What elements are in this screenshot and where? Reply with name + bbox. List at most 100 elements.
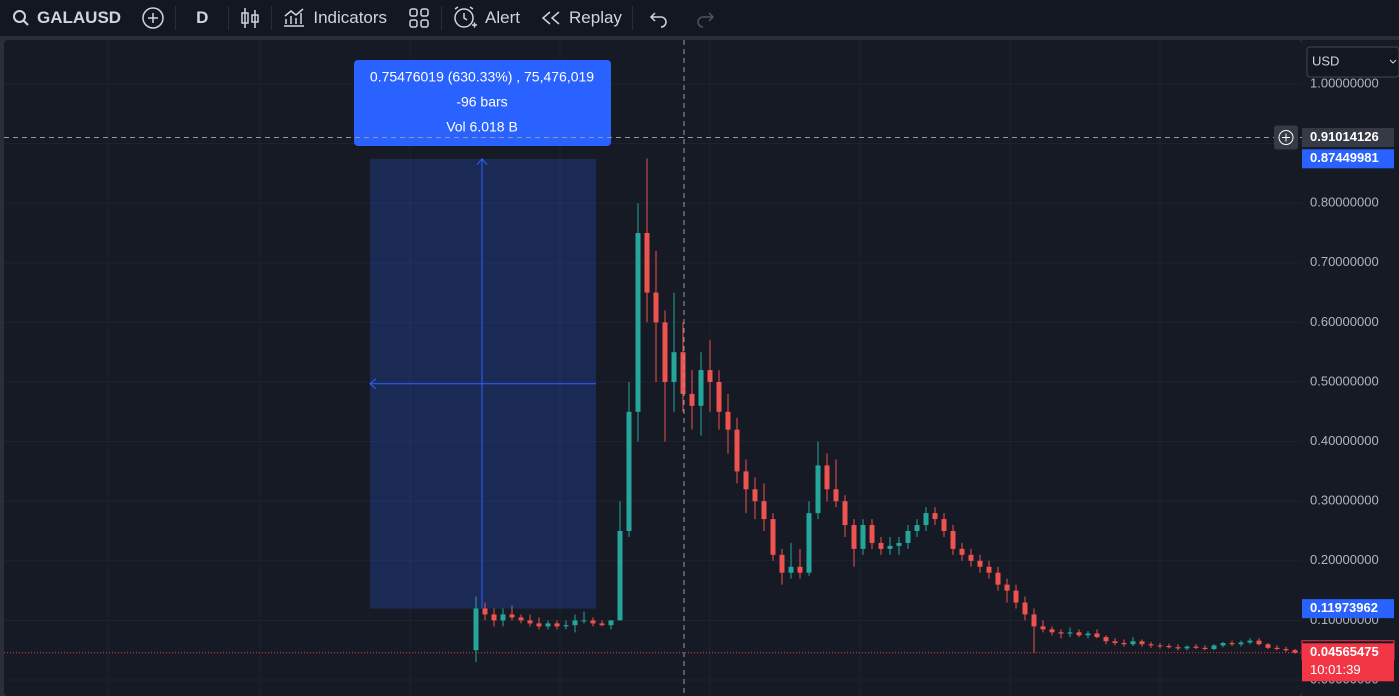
- candle-body: [1013, 590, 1019, 603]
- price-label-bg: [1302, 149, 1394, 169]
- replay-icon: [541, 11, 560, 25]
- measure-arrow-up: [476, 158, 488, 166]
- price-label-bg: [1302, 643, 1394, 682]
- candle-body: [896, 542, 902, 546]
- candle-body: [887, 545, 893, 549]
- compare-button[interactable]: [131, 0, 175, 36]
- candle-body: [869, 525, 875, 543]
- candle-body: [806, 513, 812, 573]
- measure-text: Vol 6.018 B: [446, 119, 518, 135]
- candle-body: [545, 623, 551, 627]
- price-label-bg: [1302, 599, 1394, 619]
- candle-body: [1220, 643, 1226, 646]
- y-tick-label: 0.60000000: [1310, 314, 1379, 329]
- candle-body: [716, 382, 722, 412]
- candle-body: [1292, 650, 1298, 653]
- candle-body: [752, 489, 758, 502]
- separator: [271, 6, 273, 30]
- candle-body: [1031, 614, 1037, 627]
- y-tick-label: 0.40000000: [1310, 433, 1379, 448]
- undo-button[interactable]: [633, 0, 685, 36]
- redo-button[interactable]: [685, 0, 725, 36]
- candle-body: [563, 625, 569, 627]
- candle-body: [788, 566, 794, 573]
- interval: D: [196, 8, 209, 27]
- currency: USD: [1312, 53, 1339, 68]
- symbol-search[interactable]: GALAUSD: [0, 0, 131, 36]
- interval-button[interactable]: D: [176, 0, 228, 36]
- candle-body: [761, 501, 767, 520]
- candle-body: [797, 566, 803, 573]
- price-label: 0.87449981: [1310, 150, 1379, 165]
- separator: [175, 6, 177, 30]
- candle-body: [932, 513, 938, 520]
- candle-body: [842, 501, 848, 526]
- candle-body: [1211, 645, 1217, 650]
- separator: [228, 6, 230, 30]
- alert-icon: [454, 6, 478, 28]
- candle-body: [923, 513, 929, 526]
- countdown: 10:01:39: [1310, 662, 1361, 677]
- symbol: GALAUSD: [37, 8, 122, 27]
- candle-body: [1283, 649, 1289, 651]
- price-label: 0.11973962: [1310, 600, 1378, 615]
- candle-body: [1184, 646, 1190, 649]
- y-tick-label: 0.80000000: [1310, 195, 1379, 210]
- candle-body: [518, 617, 524, 621]
- candle-body: [1049, 629, 1055, 633]
- candle-body: [1130, 641, 1136, 645]
- candle-body: [1148, 644, 1154, 646]
- candle-body: [1256, 640, 1262, 645]
- candle-body: [680, 352, 686, 394]
- candle-body: [1157, 645, 1163, 647]
- candle-body: [1274, 647, 1280, 650]
- candle-body: [572, 620, 578, 626]
- dropdown-caret: [1389, 59, 1397, 64]
- redo-icon: [697, 12, 714, 28]
- candle-body: [617, 531, 623, 621]
- indicators-label: Indicators: [313, 8, 388, 27]
- measure-text: -96 bars: [456, 94, 507, 110]
- candle-body: [815, 465, 821, 514]
- candle-body: [1202, 647, 1208, 650]
- candle-body: [734, 429, 740, 472]
- price-label-bg: [1302, 128, 1394, 148]
- currency-select[interactable]: [1306, 46, 1399, 78]
- candle-body: [905, 531, 911, 543]
- candle-body: [860, 525, 866, 549]
- candle-body: [1085, 633, 1091, 636]
- measure-text: 0.75476019 (630.33%) , 75,476,019: [370, 69, 594, 85]
- candle-body: [725, 411, 731, 430]
- measure-tooltip: [354, 60, 611, 146]
- candle-body: [644, 233, 650, 293]
- add-icon-plus: [1282, 133, 1290, 142]
- candle-body: [707, 370, 713, 382]
- candle-body: [770, 519, 776, 555]
- candle-body: [1094, 633, 1100, 638]
- vertical-grid: [107, 40, 1161, 696]
- candle-body: [1112, 641, 1118, 644]
- candle-body: [1229, 643, 1235, 645]
- indicators-icon: [284, 8, 305, 27]
- candle-body: [743, 471, 749, 490]
- candle-body: [1139, 641, 1145, 645]
- candle-body: [653, 292, 659, 323]
- candle-body: [1247, 640, 1253, 643]
- y-tick-label: 0.20000000: [1310, 552, 1379, 567]
- candle-body: [1193, 646, 1199, 648]
- measure-arrow-left: [369, 378, 377, 390]
- chart-type-button[interactable]: [229, 0, 271, 36]
- candle-body: [599, 623, 605, 626]
- separator: [441, 6, 443, 30]
- alert-button[interactable]: Alert: [442, 0, 530, 36]
- candle-body: [995, 572, 1001, 585]
- toolbar: GALAUSD D Indicators Alert Replay: [0, 0, 1399, 36]
- candle-body: [1175, 647, 1181, 649]
- layouts-button[interactable]: [397, 0, 441, 36]
- indicators-button[interactable]: Indicators: [272, 0, 397, 36]
- candle-body: [581, 620, 587, 622]
- replay-button[interactable]: Replay: [530, 0, 632, 36]
- candle-body: [473, 608, 479, 651]
- candle-body: [689, 393, 695, 406]
